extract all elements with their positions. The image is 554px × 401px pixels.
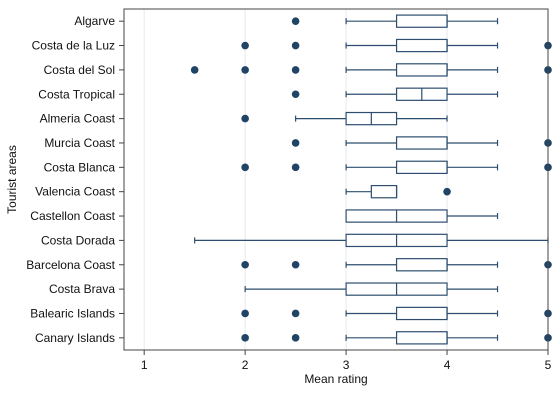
box-iqr-barcelona-coast <box>395 258 448 272</box>
category-label-costa-tropical: Costa Tropical <box>38 87 115 101</box>
box-series <box>194 14 549 345</box>
x-tick-label-5: 5 <box>545 358 552 372</box>
outlier-costa-de-la-luz-2 <box>241 41 249 50</box>
x-axis-ticks: 1 2 3 4 5 <box>141 350 552 372</box>
category-label-valencia-coast: Valencia Coast <box>35 185 115 199</box>
outlier-algarve-2-5 <box>291 17 300 25</box>
box-iqr-canary-islands <box>395 331 448 345</box>
category-label-costa-de-la-luz: Costa de la Luz <box>32 39 115 53</box>
outlier-costa-de-la-luz-2-5 <box>291 41 300 50</box>
x-tick-label-2: 2 <box>242 358 249 372</box>
outlier-balearic-islands-2 <box>241 309 249 318</box>
box-costa-blanca <box>345 160 499 175</box>
outlier-costa-blanca-2-5 <box>291 163 300 172</box>
box-iqr-valencia-coast <box>370 184 398 199</box>
box-costa-tropical <box>345 87 499 101</box>
category-label-almeria-coast: Almeria Coast <box>40 112 116 126</box>
category-label-algarve: Algarve <box>74 14 115 28</box>
box-murcia-coast <box>345 136 499 150</box>
outlier-balearic-islands-2-5 <box>291 309 300 318</box>
box-costa-del-sol <box>345 63 499 77</box>
box-costa-brava <box>244 282 499 296</box>
box-iqr-costa-de-la-luz <box>395 38 448 53</box>
outlier-costa-tropical-2-5 <box>291 90 300 99</box>
category-labels: Algarve Costa de la Luz Costa del Sol Costa… <box>26 14 124 345</box>
outlier-costa-blanca-2 <box>241 163 249 172</box>
category-label-canary-islands: Canary Islands <box>35 331 115 345</box>
box-algarve <box>345 14 499 28</box>
x-tick-label-1: 1 <box>141 358 148 372</box>
box-barcelona-coast <box>345 258 499 272</box>
x-axis-title: Mean rating <box>304 372 367 386</box>
category-label-murcia-coast: Murcia Coast <box>44 136 115 150</box>
category-label-castellon-coast: Castellon Coast <box>30 209 115 223</box>
outlier-barcelona-coast-2 <box>241 260 249 269</box>
box-iqr-costa-del-sol <box>395 63 448 77</box>
box-iqr-murcia-coast <box>395 136 448 150</box>
outlier-valencia-coast-4 <box>443 187 451 196</box>
y-axis-title: Tourist areas <box>5 145 19 214</box>
outlier-canary-islands-2 <box>241 334 249 342</box>
box-almeria-coast <box>295 111 448 126</box>
box-iqr-balearic-islands <box>395 306 448 321</box>
box-valencia-coast <box>345 184 398 199</box>
box-canary-islands <box>345 331 499 345</box>
category-label-balearic-islands: Balearic Islands <box>30 306 115 320</box>
box-iqr-costa-blanca <box>395 160 448 175</box>
outlier-points <box>190 17 552 342</box>
outlier-murcia-coast-2-5 <box>291 139 300 147</box>
outlier-barcelona-coast-2-5 <box>291 260 300 269</box>
plot-frame <box>123 8 549 351</box>
category-label-costa-blanca: Costa Blanca <box>44 160 116 174</box>
outlier-costa-del-sol-2 <box>241 66 249 74</box>
x-tick-label-4: 4 <box>444 358 451 372</box>
outlier-costa-del-sol-2-5 <box>291 66 300 74</box>
box-costa-de-la-luz <box>345 38 499 53</box>
box-costa-dorada <box>194 233 549 248</box>
category-label-costa-brava: Costa Brava <box>49 282 115 296</box>
box-castellon-coast <box>345 209 499 223</box>
outlier-almeria-coast-2 <box>241 114 249 123</box>
box-balearic-islands <box>345 306 499 321</box>
box-iqr-algarve <box>395 14 448 28</box>
category-label-costa-dorada: Costa Dorada <box>41 233 115 247</box>
category-label-barcelona-coast: Barcelona Coast <box>26 258 115 272</box>
outlier-costa-del-sol-1-5 <box>190 66 199 74</box>
category-label-costa-del-sol: Costa del Sol <box>44 63 115 77</box>
x-tick-label-3: 3 <box>343 358 350 372</box>
outlier-canary-islands-2-5 <box>291 334 300 342</box>
